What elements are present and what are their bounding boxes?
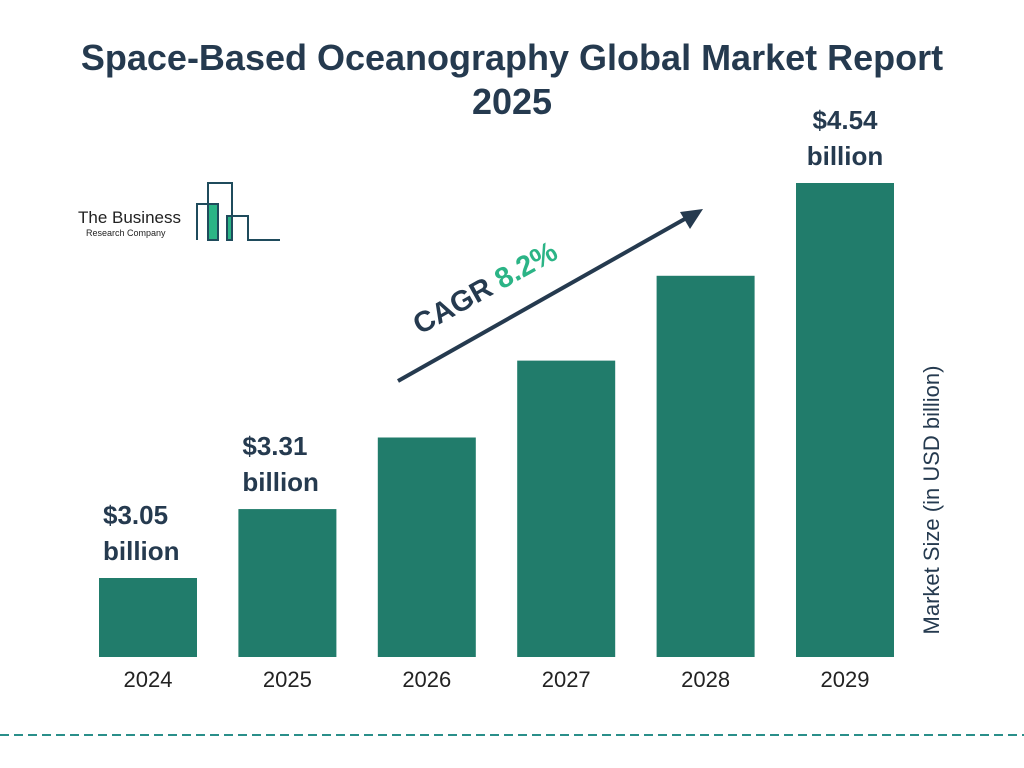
x-tick-label: 2026: [402, 667, 451, 692]
bar-2024: [99, 578, 197, 657]
bar-2029: [796, 183, 894, 657]
x-tick-label: 2025: [263, 667, 312, 692]
x-tick-label: 2027: [542, 667, 591, 692]
bar-2027: [517, 360, 616, 657]
logo-text-line1: The Business: [78, 208, 181, 227]
logo: The Business Research Company: [78, 182, 280, 241]
bar-2028: [656, 275, 755, 657]
logo-text-line2: Research Company: [86, 228, 166, 238]
logo-buildings-icon: [196, 182, 280, 241]
data-label-value: $3.31: [242, 431, 307, 461]
logo-bar-icon: [208, 204, 217, 240]
cagr-value: 8.2%: [490, 236, 564, 296]
chart-title: Space-Based Oceanography Global Market R…: [80, 37, 944, 122]
data-label-unit: billion: [242, 467, 319, 497]
bar-2026: [377, 437, 476, 657]
arrow-head-icon: [680, 209, 703, 229]
data-label-unit: billion: [103, 536, 180, 566]
data-label-unit: billion: [807, 141, 884, 171]
y-axis-label: Market Size (in USD billion): [919, 365, 944, 635]
logo-bar-icon: [227, 216, 232, 240]
svg-text:CAGR 8.2%: CAGR 8.2%: [408, 236, 563, 341]
x-tick-label: 2024: [124, 667, 173, 692]
data-label-value: $4.54: [812, 105, 878, 135]
x-tick-label: 2028: [681, 667, 730, 692]
data-label-value: $3.05: [103, 500, 168, 530]
x-tick-label: 2029: [821, 667, 870, 692]
bar-2025: [238, 509, 337, 657]
